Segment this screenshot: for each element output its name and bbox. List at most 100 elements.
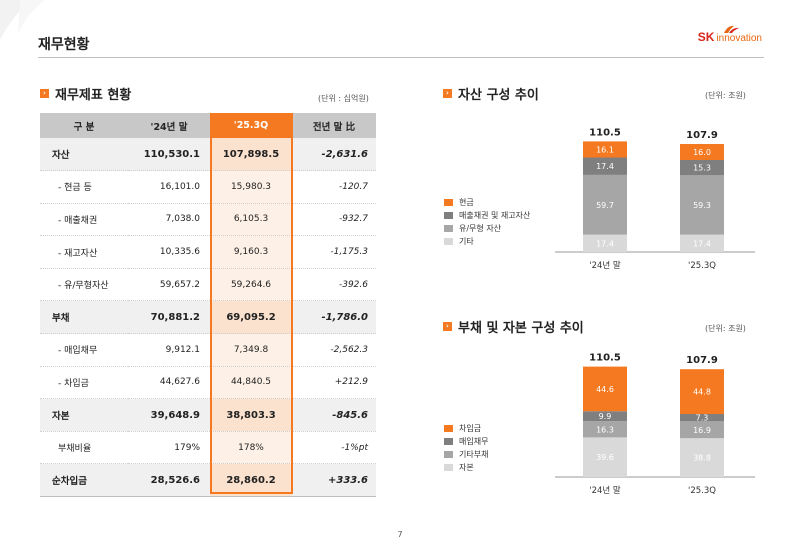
col-header-category: 구 분 <box>40 113 128 138</box>
value-change: -2,631.6 <box>292 138 376 172</box>
logo-innovation-text: innovation <box>716 33 762 44</box>
legend-item: 자본 <box>444 461 488 474</box>
bar-value-label: 15.3 <box>693 164 711 173</box>
legend-item: 매입채무 <box>444 435 488 448</box>
row-label: 순차입금 <box>40 463 128 498</box>
value-2024: 9,912.1 <box>128 333 210 367</box>
value-2024: 44,627.6 <box>128 366 210 400</box>
bar-value-label: 16.1 <box>596 145 614 154</box>
bar-total-label: 110.5 <box>589 127 621 138</box>
sk-butterfly-logo-icon <box>724 25 739 33</box>
value-change: -120.7 <box>292 170 376 204</box>
value-2025q3: 7,349.8 <box>210 333 292 367</box>
row-label: - 차입금 <box>40 366 128 400</box>
section-arrow-icon: › <box>40 89 49 98</box>
legend-label: 차입금 <box>459 424 482 433</box>
table-row: 순차입금 28,526.6 28,860.2 +333.6 <box>40 463 376 498</box>
bar-value-label: 44.6 <box>596 385 614 394</box>
legend-swatch <box>444 199 453 206</box>
value-change: -2,562.3 <box>292 333 376 367</box>
asset-stacked-bar-chart: 17.4 59.7 17.4 16.1 110.5 '24년 말 17.4 59.3 15.3 1… <box>555 127 755 271</box>
legend-swatch <box>444 464 453 471</box>
section-arrow-icon: › <box>443 89 452 98</box>
bar-segment <box>583 234 627 252</box>
x-tick-label: '24년 말 <box>589 260 621 271</box>
table-row: - 현금 등 16,101.0 15,980.3 -120.7 <box>40 170 376 204</box>
asset-chart-unit: (단위: 조원) <box>705 91 746 100</box>
bar-segment <box>680 414 724 422</box>
bar-value-label: 16.9 <box>693 426 711 435</box>
table-row: 부채 70,881.2 69,095.2 -1,786.0 <box>40 300 376 335</box>
bar-value-label: 17.4 <box>596 239 614 248</box>
bar-segment <box>680 438 724 477</box>
bar-value-label: 16.3 <box>596 425 614 434</box>
x-tick-label: '25.3Q <box>688 261 716 271</box>
value-change: -1,786.0 <box>292 300 376 335</box>
row-label: - 현금 등 <box>40 170 128 204</box>
value-2024: 179% <box>128 431 210 465</box>
x-tick-label: '24년 말 <box>589 485 621 496</box>
bar-segment <box>583 141 627 158</box>
table-row: - 유/무형자산 59,657.2 59,264.6 -392.6 <box>40 268 376 302</box>
bar-segment <box>680 160 724 176</box>
asset-chart-title: › 자산 구성 추이 <box>443 84 539 103</box>
bar-total-label: 107.9 <box>686 130 718 141</box>
legend-label: 매입채무 <box>459 437 489 446</box>
bar-value-label: 17.4 <box>693 239 711 248</box>
bar-segment <box>583 157 627 175</box>
col-header-2025q3: '25.3Q <box>210 113 292 138</box>
bar-segment <box>680 144 724 160</box>
bar-segment <box>583 411 627 422</box>
bar-value-label: 59.3 <box>693 201 711 210</box>
table-header-row: 구 분 '24년 말 '25.3Q 전년 말 比 <box>40 113 376 138</box>
legend-label: 매출채권 및 재고자산 <box>459 211 531 220</box>
liability-equity-stacked-bar-chart: 39.6 16.3 9.9 44.6 110.5 '24년 말 38.8 16.9 7.3 44.… <box>555 353 755 496</box>
legend-item: 매출채권 및 재고자산 <box>444 209 530 222</box>
legend-swatch <box>444 451 453 458</box>
table-unit-note: (단위 : 십억원) <box>318 94 369 103</box>
row-label: 부채 <box>40 300 128 335</box>
bar-value-label: 44.8 <box>693 388 711 397</box>
bar-segment <box>583 366 627 412</box>
value-change: -845.6 <box>292 398 376 432</box>
row-label: - 유/무형자산 <box>40 268 128 302</box>
bar-segment <box>680 175 724 235</box>
table-section-title-text: 재무제표 현황 <box>55 88 132 103</box>
col-header-change: 전년 말 比 <box>292 113 376 138</box>
asset-chart-title-text: 자산 구성 추이 <box>458 88 539 103</box>
bar-segment <box>680 421 724 439</box>
legend-swatch <box>444 438 453 445</box>
bar-value-label: 7.3 <box>696 414 709 423</box>
legend-swatch <box>444 238 453 245</box>
value-2024: 70,881.2 <box>128 300 210 335</box>
financial-statement-table: 구 분 '24년 말 '25.3Q 전년 말 比 자산 110,530.1 107,… <box>40 113 376 498</box>
row-label: 자산 <box>40 138 128 172</box>
value-2025q3: 15,980.3 <box>210 170 292 204</box>
value-2024: 59,657.2 <box>128 268 210 302</box>
bar-value-label: 17.4 <box>596 162 614 171</box>
value-change: -392.6 <box>292 268 376 302</box>
table-row: 자본 39,648.9 38,803.3 -845.6 <box>40 398 376 432</box>
row-label: 부채비율 <box>40 431 128 465</box>
bar-value-label: 9.9 <box>599 412 612 421</box>
bar-segment <box>583 421 627 438</box>
row-label: - 매출채권 <box>40 203 128 237</box>
section-arrow-icon: › <box>443 322 452 331</box>
value-2024: 39,648.9 <box>128 398 210 432</box>
value-2024: 16,101.0 <box>128 170 210 204</box>
bar-segment <box>583 174 627 235</box>
legend-label: 기타 <box>459 237 474 246</box>
value-2024: 7,038.0 <box>128 203 210 237</box>
page-number: 7 <box>397 530 403 539</box>
table-section-title: › 재무제표 현황 <box>40 84 131 103</box>
bar-total-label: 110.5 <box>589 353 621 364</box>
table-row: - 재고자산 10,335.6 9,160.3 -1,175.3 <box>40 235 376 269</box>
legend-item: 기타부채 <box>444 448 488 461</box>
legend-item: 현금 <box>444 196 530 209</box>
legend-label: 기타부채 <box>459 450 489 459</box>
value-change: +333.6 <box>292 463 376 498</box>
value-2025q3: 6,105.3 <box>210 203 292 237</box>
value-change: +212.9 <box>292 366 376 400</box>
legend-label: 자본 <box>459 463 474 472</box>
legend-swatch <box>444 425 453 432</box>
